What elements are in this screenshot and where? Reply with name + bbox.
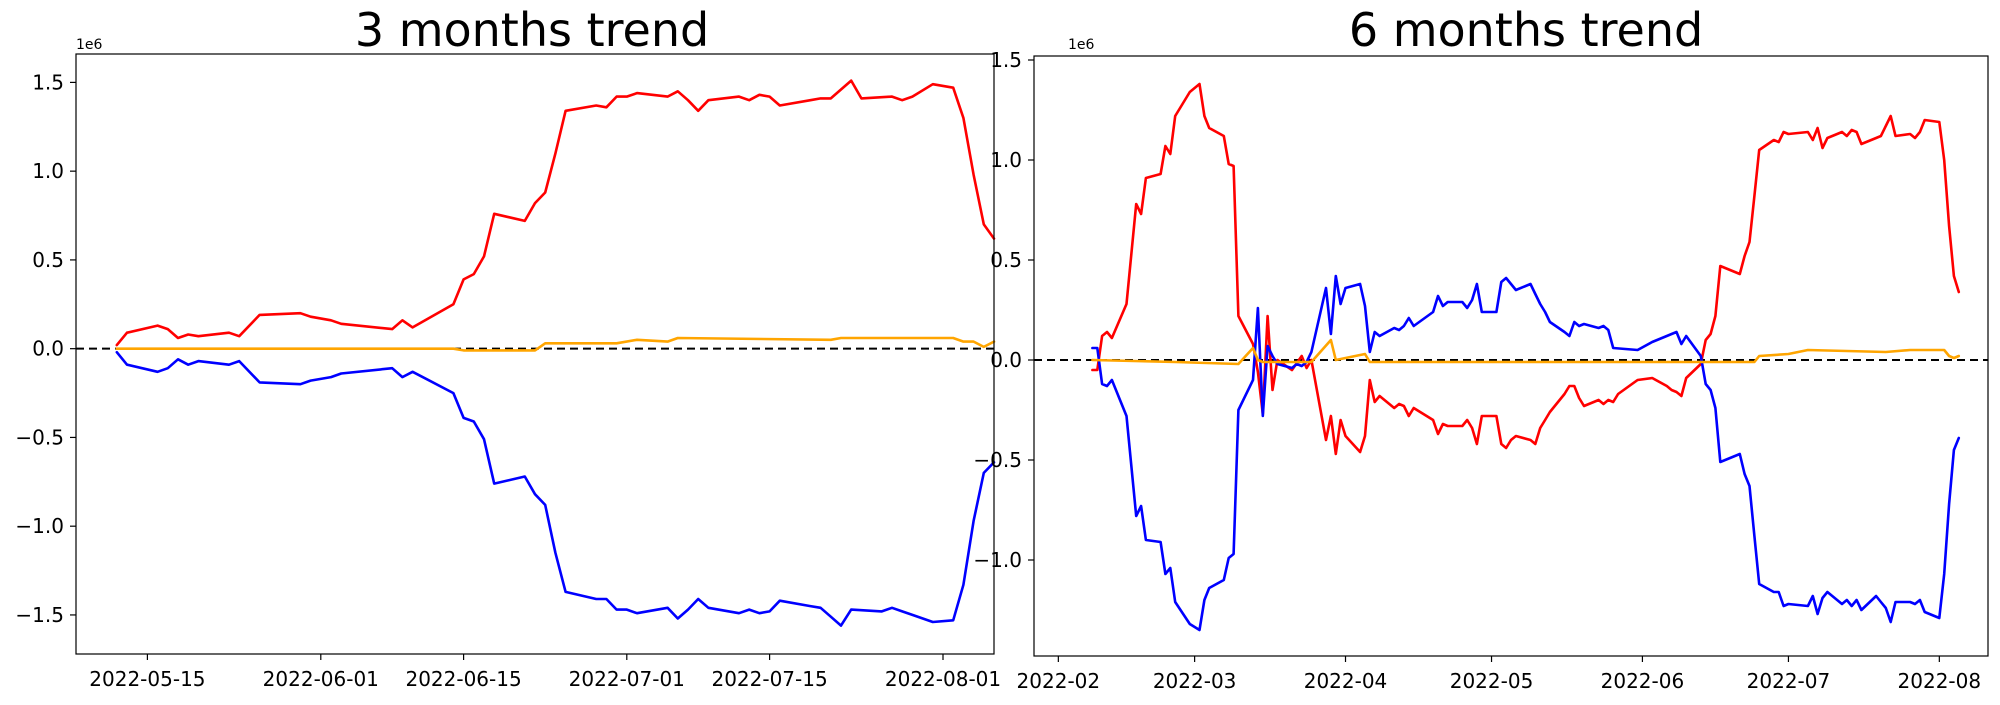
x-tick-label: 2022-03	[1153, 669, 1237, 693]
x-tick-label: 2022-05-15	[89, 667, 205, 691]
series-line-1	[1091, 82, 1961, 456]
y-tick-label: −1.5	[15, 603, 64, 627]
chart-3-months: 3 months trend 1e6 −1.5 −1.0 −0.5 0.0 0.5 1.0…	[15, 3, 1001, 691]
y-tick-label: 1.5	[990, 48, 1022, 72]
plot-area: −1.0 −0.5 0.0 0.5 1.0 1.5 2022-02 2022-03 2022-0…	[973, 48, 1989, 693]
series-line-3	[1091, 338, 1961, 366]
y-tick-label: 1.0	[990, 148, 1022, 172]
chart-6-months: 6 months trend 1e6 −1.0 −0.5 0.0 0.5 1.0 1.5 2…	[973, 3, 1989, 693]
x-tick-label: 2022-02	[1017, 669, 1101, 693]
y-tick-label: 0.0	[32, 337, 64, 361]
series-line-1	[115, 79, 996, 347]
chart-title: 3 months trend	[355, 3, 709, 57]
x-tick-label: 2022-06	[1601, 669, 1685, 693]
axis-offset-text: 1e6	[76, 37, 103, 53]
y-tick-label: −0.5	[15, 425, 64, 449]
chart-title: 6 months trend	[1349, 3, 1703, 57]
y-tick-label: 0.0	[990, 348, 1022, 372]
x-tick-label: 2022-07-01	[569, 667, 685, 691]
y-tick-label: 0.5	[32, 248, 64, 272]
y-tick-label: −1.0	[15, 514, 64, 538]
y-tick-label: 1.0	[32, 159, 64, 183]
series-line-2	[115, 350, 996, 627]
axes-frame	[75, 53, 995, 655]
y-tick-label: 0.5	[990, 248, 1022, 272]
x-tick-label: 2022-06-15	[405, 667, 521, 691]
x-tick-label: 2022-08	[1898, 669, 1982, 693]
plot-area: −1.5 −1.0 −0.5 0.0 0.5 1.0 1.5 2022-05-15 2022-0…	[15, 53, 1001, 691]
axis-offset-text: 1e6	[1068, 37, 1095, 53]
series-line-3	[115, 336, 996, 352]
y-tick-label: 1.5	[32, 70, 64, 94]
x-tick-label: 2022-05	[1450, 669, 1534, 693]
x-tick-label: 2022-06-01	[263, 667, 379, 691]
x-tick-label: 2022-08-01	[885, 667, 1001, 691]
x-tick-label: 2022-04	[1304, 669, 1388, 693]
x-tick-label: 2022-07	[1747, 669, 1831, 693]
series-line-2	[1091, 274, 1961, 632]
axes-frame	[1033, 55, 1989, 657]
y-tick-label: −1.0	[973, 548, 1022, 572]
y-tick-label: −0.5	[973, 448, 1022, 472]
x-tick-label: 2022-07-15	[711, 667, 827, 691]
